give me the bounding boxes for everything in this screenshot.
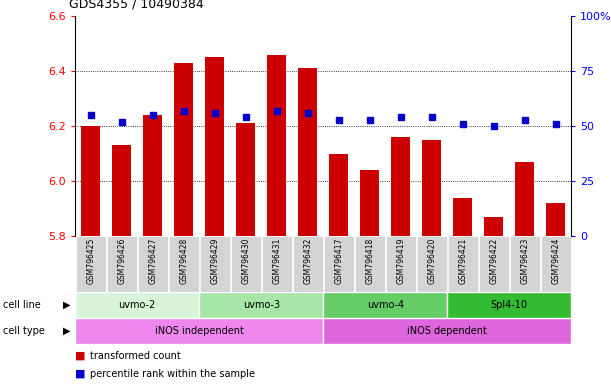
Text: GSM796418: GSM796418: [365, 238, 374, 284]
Bar: [144, 115, 162, 236]
Text: GSM796429: GSM796429: [210, 238, 219, 284]
Bar: [138, 236, 167, 292]
Bar: [236, 123, 255, 236]
Bar: [107, 236, 136, 292]
Text: ▶: ▶: [64, 326, 71, 336]
Bar: [510, 236, 540, 292]
Bar: [199, 292, 323, 318]
Text: GSM796420: GSM796420: [427, 238, 436, 284]
Text: ▶: ▶: [64, 300, 71, 310]
Bar: [448, 236, 478, 292]
Text: percentile rank within the sample: percentile rank within the sample: [90, 369, 255, 379]
Bar: [75, 318, 323, 344]
Bar: [541, 236, 571, 292]
Bar: [262, 236, 291, 292]
Bar: [447, 292, 571, 318]
Bar: [323, 318, 571, 344]
Text: GSM796432: GSM796432: [303, 238, 312, 284]
Text: cell type: cell type: [3, 326, 45, 336]
Bar: [453, 198, 472, 236]
Bar: [231, 236, 260, 292]
Bar: [360, 170, 379, 236]
Text: GSM796423: GSM796423: [521, 238, 529, 284]
Bar: [293, 236, 323, 292]
Bar: [485, 217, 503, 236]
Text: GSM796419: GSM796419: [397, 238, 405, 284]
Bar: [329, 154, 348, 236]
Text: uvmo-2: uvmo-2: [119, 300, 156, 310]
Bar: [200, 236, 230, 292]
Bar: [392, 137, 410, 236]
Bar: [298, 68, 317, 236]
Text: ■: ■: [75, 351, 86, 361]
Bar: [75, 292, 199, 318]
Text: GSM796430: GSM796430: [241, 238, 250, 284]
Bar: [81, 126, 100, 236]
Bar: [174, 63, 193, 236]
Bar: [169, 236, 199, 292]
Text: GSM796431: GSM796431: [273, 238, 281, 284]
Bar: [76, 236, 106, 292]
Text: ■: ■: [75, 369, 86, 379]
Bar: [546, 203, 565, 236]
Bar: [417, 236, 447, 292]
Bar: [324, 236, 354, 292]
Text: uvmo-3: uvmo-3: [243, 300, 280, 310]
Bar: [479, 236, 508, 292]
Text: iNOS dependent: iNOS dependent: [408, 326, 487, 336]
Text: GSM796427: GSM796427: [148, 238, 157, 284]
Text: transformed count: transformed count: [90, 351, 181, 361]
Text: GDS4355 / 10490384: GDS4355 / 10490384: [69, 0, 204, 10]
Text: GSM796426: GSM796426: [117, 238, 126, 284]
Bar: [112, 146, 131, 236]
Bar: [205, 57, 224, 236]
Bar: [268, 55, 286, 236]
Text: GSM796428: GSM796428: [179, 238, 188, 284]
Bar: [386, 236, 415, 292]
Bar: [323, 292, 447, 318]
Bar: [516, 162, 534, 236]
Text: GSM796422: GSM796422: [489, 238, 498, 284]
Bar: [355, 236, 384, 292]
Text: iNOS independent: iNOS independent: [155, 326, 244, 336]
Text: cell line: cell line: [3, 300, 41, 310]
Text: GSM796421: GSM796421: [458, 238, 467, 284]
Text: Spl4-10: Spl4-10: [491, 300, 528, 310]
Text: uvmo-4: uvmo-4: [367, 300, 404, 310]
Text: GSM796417: GSM796417: [334, 238, 343, 284]
Text: GSM796424: GSM796424: [551, 238, 560, 284]
Text: GSM796425: GSM796425: [86, 238, 95, 284]
Bar: [422, 140, 441, 236]
